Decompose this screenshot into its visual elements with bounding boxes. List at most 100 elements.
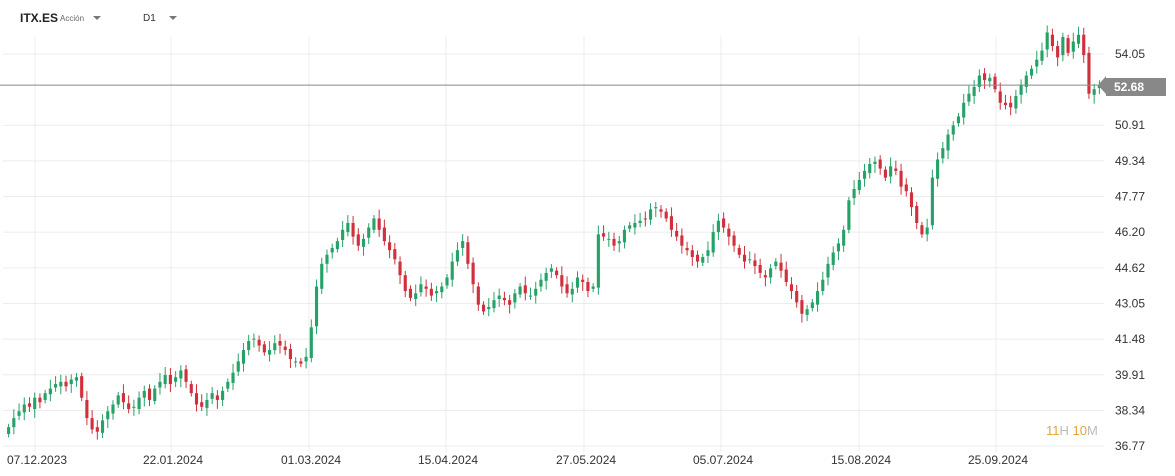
candle-body xyxy=(372,218,376,230)
candle-body xyxy=(664,211,668,219)
x-tick-label: 15.04.2024 xyxy=(418,453,478,467)
candle-body xyxy=(972,86,976,96)
candle-body xyxy=(231,372,235,383)
y-tick-label: 41.48 xyxy=(1115,332,1145,346)
candle-body xyxy=(690,250,694,258)
candle-body xyxy=(127,403,131,410)
symbol-dropdown-icon[interactable] xyxy=(93,16,101,20)
candle-body xyxy=(267,350,272,355)
candle-body xyxy=(283,346,287,351)
timer-minutes-unit: M xyxy=(1086,423,1098,438)
x-tick-label: 05.07.2024 xyxy=(693,453,753,467)
candle-body xyxy=(508,300,512,305)
candle-body xyxy=(429,288,433,296)
candle-body xyxy=(737,247,741,255)
candle-body xyxy=(481,304,486,312)
candle-body xyxy=(121,393,125,403)
candle-body xyxy=(325,254,329,264)
candle-body xyxy=(215,395,219,400)
candle-body xyxy=(184,369,188,382)
y-tick-label: 44.62 xyxy=(1115,261,1145,275)
candle-body xyxy=(132,406,136,408)
candle-body xyxy=(883,169,887,178)
candle-body xyxy=(930,177,934,226)
candle-body xyxy=(1014,95,1018,109)
candle-body xyxy=(774,261,778,267)
candle-body xyxy=(878,159,882,169)
candle-body xyxy=(1066,38,1070,53)
candle-body xyxy=(137,397,141,410)
candle-body xyxy=(612,238,616,246)
candle-body xyxy=(920,225,924,235)
candle-body xyxy=(502,297,506,301)
candle-body xyxy=(998,91,1002,103)
candle-body xyxy=(983,73,987,81)
x-tick-label: 15.08.2024 xyxy=(831,453,891,467)
candle-body xyxy=(85,399,89,419)
candle-body xyxy=(7,427,11,434)
current-price-tag: 52.68 xyxy=(1106,78,1166,96)
candle-body xyxy=(899,170,903,187)
candle-body xyxy=(993,76,997,90)
candle-body xyxy=(351,223,355,237)
candle-body xyxy=(1035,59,1039,67)
candle-body xyxy=(142,390,146,398)
candle-body xyxy=(967,93,971,102)
candle-body xyxy=(294,361,298,363)
candle-body xyxy=(549,268,553,272)
candle-body xyxy=(528,295,533,297)
candle-body xyxy=(262,344,266,353)
candle-body xyxy=(1050,34,1054,47)
candle-body xyxy=(1019,84,1023,95)
candle-body xyxy=(38,397,42,403)
candle-body xyxy=(100,420,105,433)
candle-body xyxy=(722,218,726,228)
candle-body xyxy=(174,377,178,382)
candle-body xyxy=(341,229,345,241)
candle-body xyxy=(278,340,282,346)
candle-body xyxy=(95,427,99,432)
candle-body xyxy=(382,227,386,242)
candle-body xyxy=(617,241,621,244)
y-tick-label: 47.77 xyxy=(1115,189,1145,203)
candle-timer: 11H 10M xyxy=(1046,423,1098,438)
candle-body xyxy=(1061,36,1065,56)
candle-body xyxy=(868,164,872,174)
y-tick-label: 46.20 xyxy=(1115,225,1145,239)
y-tick-label: 39.91 xyxy=(1115,368,1145,382)
candle-body xyxy=(763,275,767,278)
candle-body xyxy=(544,272,548,281)
candle-body xyxy=(815,291,820,305)
candle-body xyxy=(200,402,204,407)
timeframe-selector[interactable]: D1 xyxy=(143,13,156,24)
candle-body xyxy=(1071,41,1075,52)
y-tick-label: 38.34 xyxy=(1115,403,1145,417)
x-tick-label: 27.05.2024 xyxy=(556,453,616,467)
candle-body xyxy=(810,302,814,309)
candle-body xyxy=(805,309,809,315)
timeframe-dropdown-icon[interactable] xyxy=(169,16,177,20)
candle-body xyxy=(591,286,595,289)
candle-body xyxy=(523,285,527,294)
candle-body xyxy=(518,286,522,295)
candle-body xyxy=(471,262,475,285)
candle-body xyxy=(622,229,627,243)
candle-body xyxy=(575,277,580,288)
y-tick-label: 54.05 xyxy=(1115,47,1145,61)
symbol-label[interactable]: ITX.ES xyxy=(20,11,59,25)
candle-body xyxy=(904,184,908,192)
candle-body xyxy=(414,293,418,299)
candle-body xyxy=(69,379,73,385)
x-tick-label: 01.03.2024 xyxy=(281,453,341,467)
candle-body xyxy=(403,275,407,292)
candle-body xyxy=(748,259,752,261)
candle-body xyxy=(111,404,115,414)
candle-body xyxy=(1056,46,1060,58)
candle-body xyxy=(74,377,79,381)
candle-body xyxy=(894,168,898,171)
candle-body xyxy=(602,233,606,237)
candle-body xyxy=(497,295,501,299)
candle-body xyxy=(179,370,183,379)
candle-body xyxy=(534,288,538,296)
